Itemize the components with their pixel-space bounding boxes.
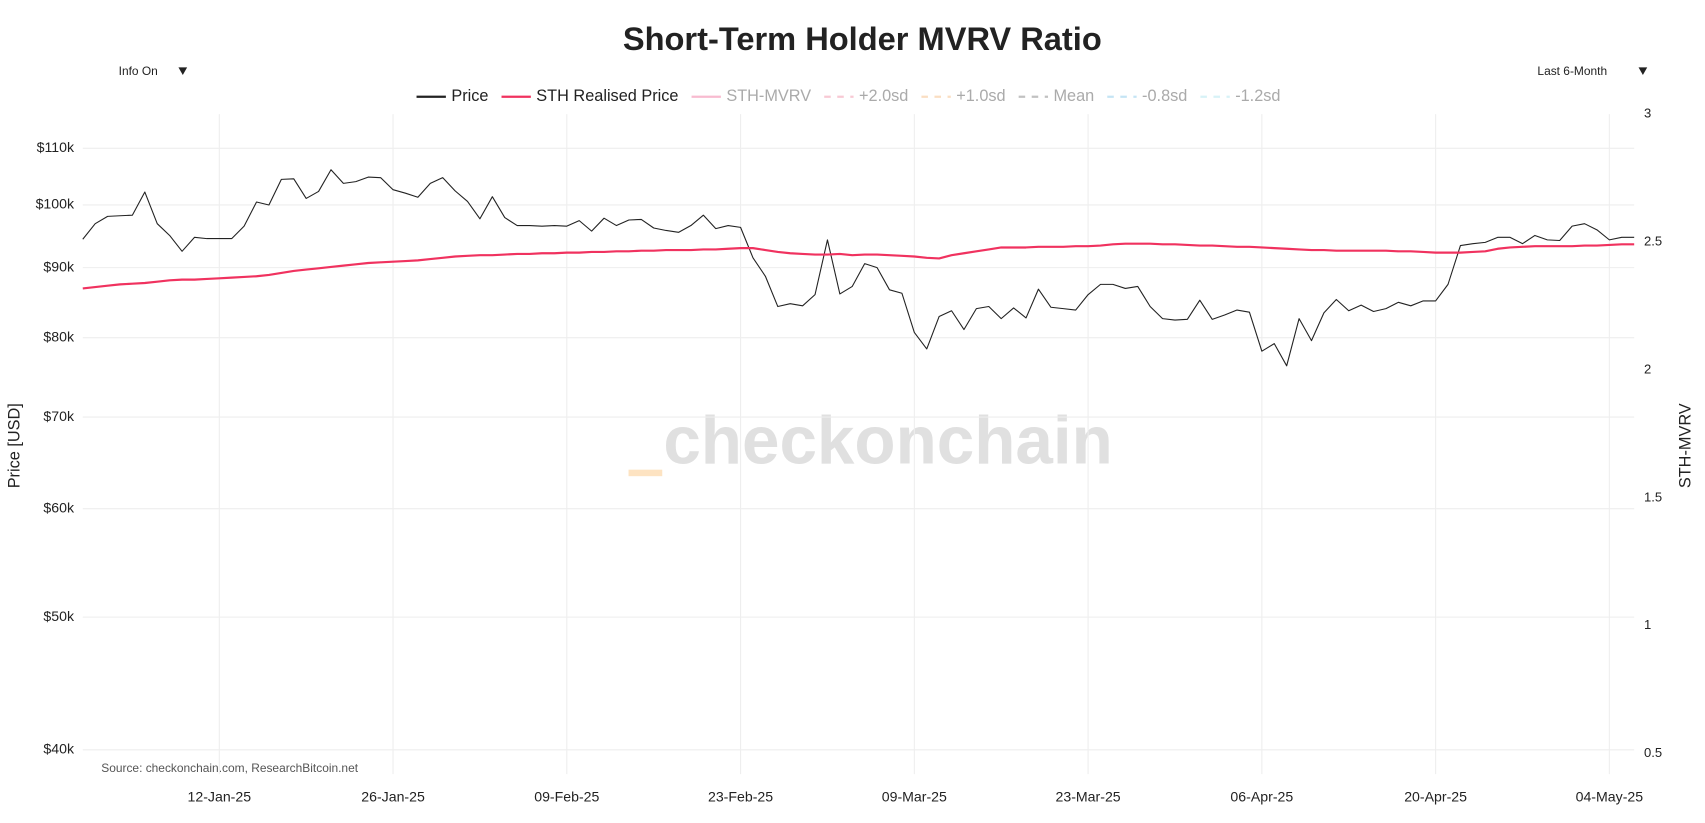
x-tick-label: 09-Mar-25 [882,789,947,805]
watermark-underscore [628,469,663,477]
y-tick-label: $90k [43,258,75,274]
x-tick-label: 26-Jan-25 [361,789,425,805]
dropdown-label[interactable]: Info On [119,64,158,78]
y-tick-label: $40k [43,741,75,757]
series-line [82,242,1635,290]
y2-tick-label: 2 [1644,361,1651,376]
x-tick-label: 04-May-25 [1576,789,1644,805]
dropdown-box[interactable] [106,58,205,85]
x-tick-label: 09-Feb-25 [534,789,599,805]
series-line [82,169,1635,367]
source-note: Source: checkonchain.com, ResearchBitcoi… [101,761,358,775]
legend-label: +1.0sd [956,87,1005,105]
x-tick-label: 20-Apr-25 [1404,789,1467,805]
y-tick-label: $100k [36,196,75,212]
y2-tick-label: 1 [1644,617,1651,632]
x-tick-label: 23-Mar-25 [1056,789,1121,805]
watermark: checkonchain [663,404,1112,479]
y-tick-label: $50k [43,608,75,624]
y2-tick-label: 2.5 [1644,233,1662,248]
legend-label: -1.2sd [1235,87,1280,105]
info-dropdown[interactable]: Info On [106,58,205,85]
x-tick-label: 23-Feb-25 [708,789,773,805]
y2-tick-label: 3 [1644,106,1651,121]
dropdown-box[interactable] [1524,58,1660,85]
dropdown-arrow[interactable] [178,67,188,76]
range-dropdown[interactable]: Last 6-Month [1524,58,1660,85]
legend-label: Price [451,87,488,105]
dropdown-label[interactable]: Last 6-Month [1537,64,1607,78]
y2-tick-label: 0.5 [1644,745,1662,760]
y-tick-label: $70k [43,408,75,424]
y-tick-label: $60k [43,499,75,515]
y-axis-title: Price [USD] [6,403,24,488]
legend-label: STH Realised Price [536,87,678,105]
legend-label: -0.8sd [1142,87,1187,105]
legend-label: +2.0sd [859,87,908,105]
x-tick-label: 06-Apr-25 [1230,789,1293,805]
y2-tick-label: 1.5 [1644,489,1662,504]
legend-label: STH-MVRV [726,87,811,105]
y-tick-label: $110k [37,139,75,155]
grid [82,114,1635,775]
x-tick-label: 12-Jan-25 [187,789,251,805]
y2-axis-title: STH-MVRV [1677,403,1695,488]
dropdown-arrow[interactable] [1638,67,1648,76]
y-tick-label: $80k [43,328,75,344]
legend-label: Mean [1053,87,1094,105]
chart-title: Short-Term Holder MVRV Ratio [623,20,1102,57]
